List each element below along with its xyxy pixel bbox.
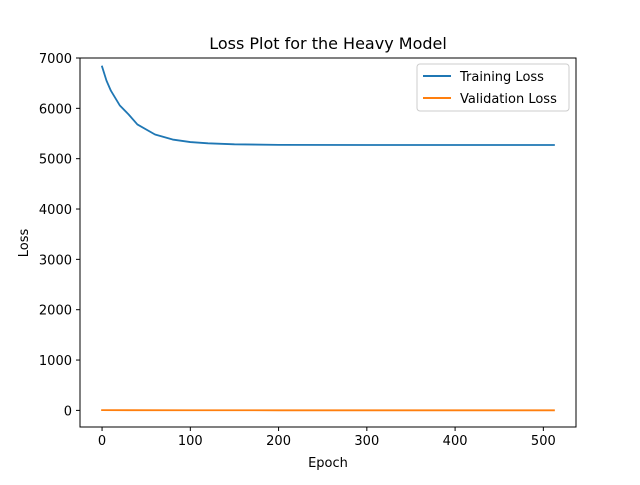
- x-tick-label: 0: [98, 434, 106, 449]
- y-tick-label: 6000: [39, 102, 72, 117]
- y-tick-label: 7000: [39, 52, 72, 67]
- legend: Training Loss Validation Loss: [417, 64, 569, 111]
- x-tick-label: 400: [443, 434, 468, 449]
- y-tick-label: 0: [64, 404, 72, 419]
- y-tick-label: 5000: [39, 153, 72, 168]
- x-tick-label: 300: [354, 434, 379, 449]
- y-tick-label: 1000: [39, 354, 72, 369]
- x-tick-label: 100: [178, 434, 203, 449]
- y-tick-label: 2000: [39, 304, 72, 319]
- legend-label-training-loss: Training Loss: [459, 70, 544, 85]
- y-axis-label: Loss: [17, 229, 32, 258]
- y-tick-label: 3000: [39, 253, 72, 268]
- y-tick-label: 4000: [39, 203, 72, 218]
- x-tick-label: 500: [531, 434, 556, 449]
- legend-label-validation-loss: Validation Loss: [460, 92, 557, 107]
- chart-title: Loss Plot for the Heavy Model: [209, 34, 447, 53]
- x-axis-label: Epoch: [308, 456, 348, 471]
- x-tick-label: 200: [266, 434, 291, 449]
